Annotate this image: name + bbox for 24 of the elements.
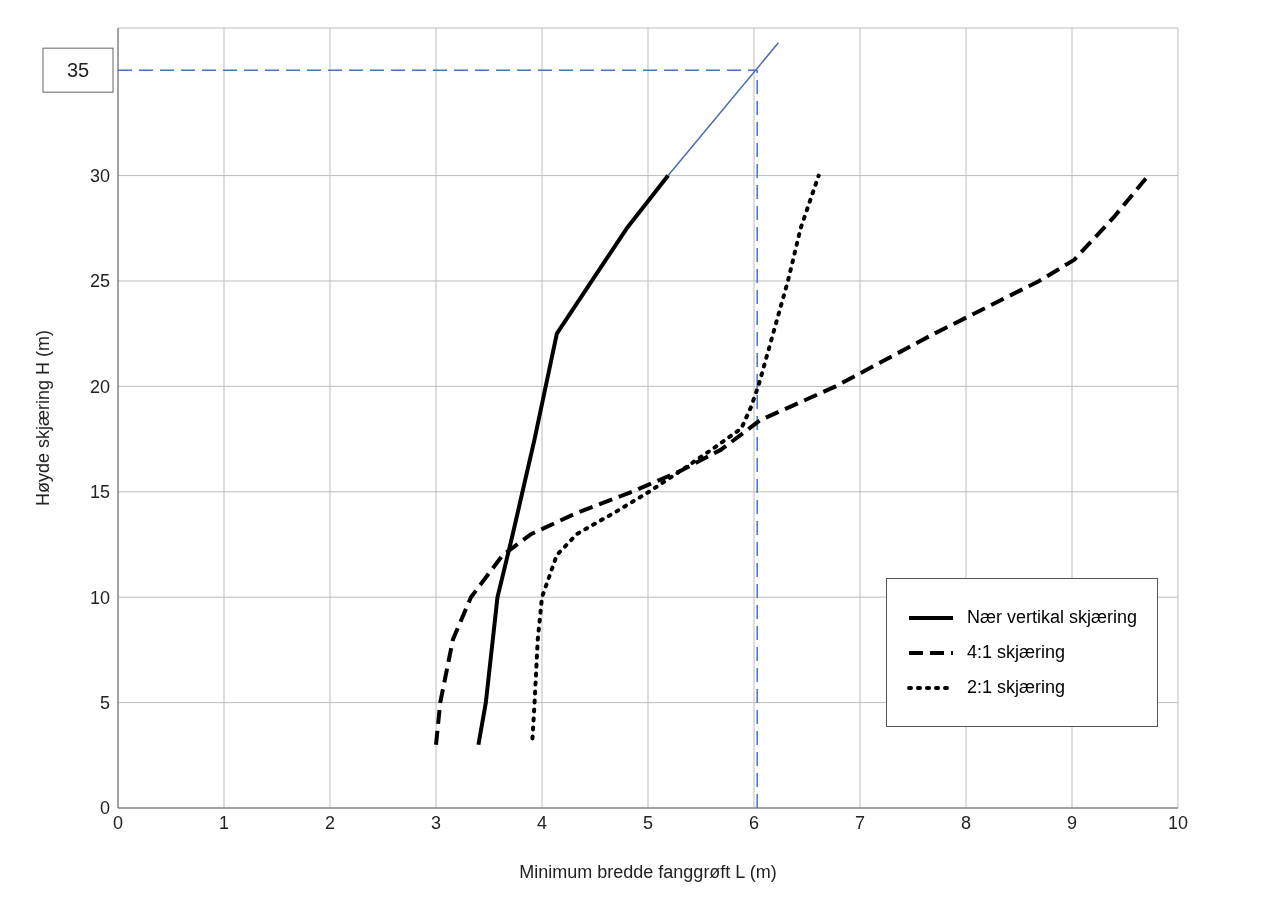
y-axis-title: Høyde skjæring H (m)	[33, 329, 54, 507]
x-tick-label: 5	[642, 812, 654, 833]
x-tick-label: 1	[218, 812, 230, 833]
x-tick-label: 9	[1066, 812, 1078, 833]
x-tick-label: 6	[748, 812, 760, 833]
legend-label: 4:1 skjæring	[966, 642, 1065, 663]
x-tick-label: 7	[854, 812, 866, 833]
y-tick-label: 20	[89, 376, 110, 397]
x-tick-label: 8	[960, 812, 972, 833]
y-tick-label: 0	[99, 798, 110, 819]
x-tick-label: 0	[112, 812, 124, 833]
x-tick-label: 3	[430, 812, 442, 833]
y-tick-label: 15	[89, 482, 110, 503]
ref-line-label: 35	[66, 59, 90, 82]
y-tick-label: 10	[89, 587, 110, 608]
x-axis-title: Minimum bredde fanggrøft L (m)	[519, 862, 777, 882]
legend-label: 2:1 skjæring	[966, 677, 1065, 698]
y-tick-label: 5	[99, 692, 110, 713]
y-tick-label: 30	[89, 165, 110, 186]
y-tick-label: 25	[89, 271, 110, 292]
x-tick-label: 2	[324, 812, 336, 833]
legend-label: Nær vertikal skjæring	[966, 607, 1137, 628]
x-tick-label: 10	[1167, 812, 1189, 833]
x-tick-label: 4	[536, 812, 548, 833]
